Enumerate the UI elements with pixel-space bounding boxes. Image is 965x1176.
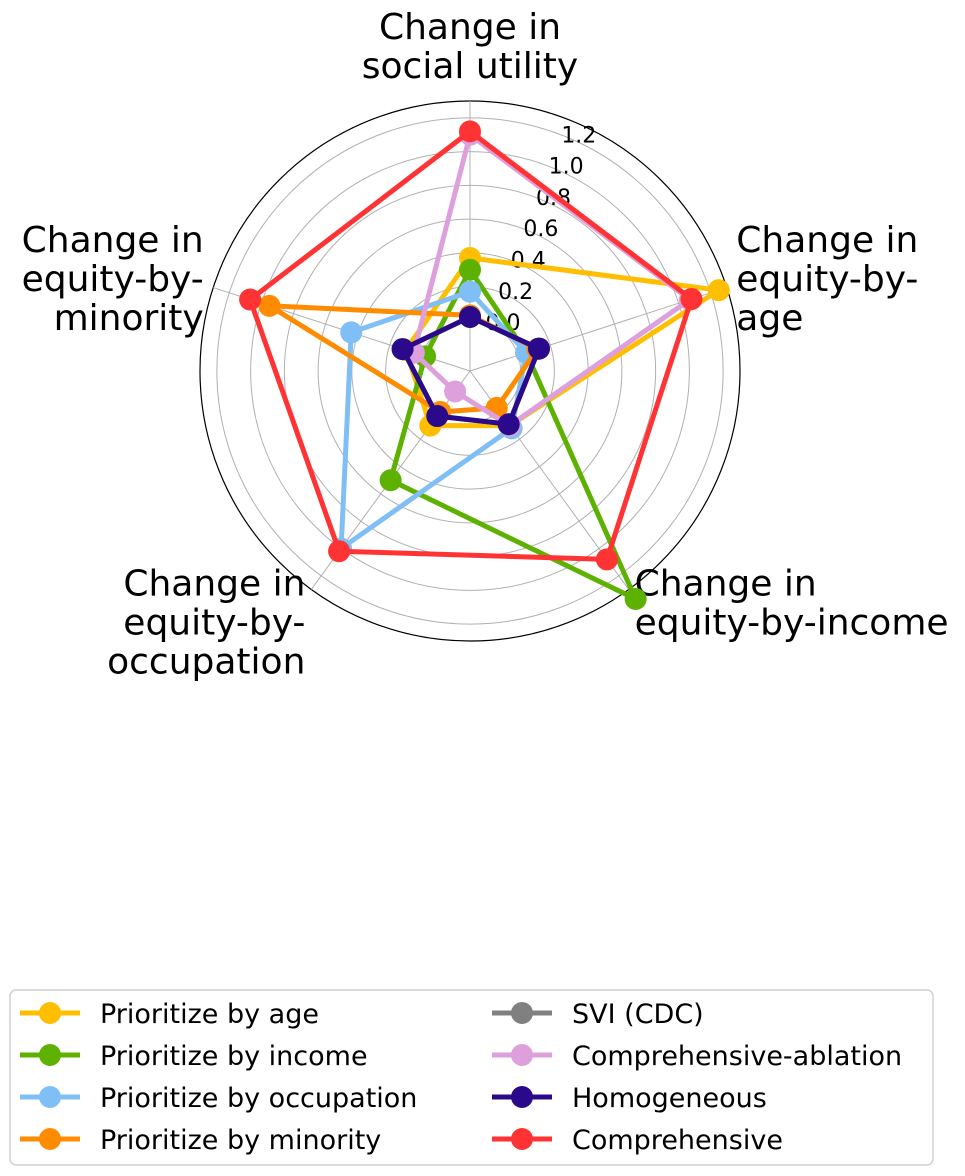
axis-label-line: equity-by- <box>22 259 204 300</box>
axis-label-line: Change in <box>123 564 305 605</box>
legend-entry: Homogeneous <box>492 1083 767 1114</box>
legend-entry: Comprehensive-ablation <box>492 1041 902 1072</box>
legend-entry: SVI (CDC) <box>492 999 704 1030</box>
axis-label-line: age <box>736 298 803 339</box>
series-point <box>680 288 703 311</box>
legend-marker <box>39 1044 61 1066</box>
legend-entry: Prioritize by income <box>20 1041 368 1072</box>
legend-entry: Prioritize by age <box>20 999 319 1030</box>
series-point <box>459 120 481 143</box>
axis-label-line: equity-by-income <box>635 603 949 644</box>
series-point <box>340 321 363 344</box>
legend-entry: Comprehensive <box>492 1125 783 1156</box>
series-point <box>595 548 618 571</box>
legend-label: Prioritize by minority <box>100 1125 381 1156</box>
radial-tick-label: 0.4 <box>511 248 546 273</box>
radial-tick-label: 1.0 <box>549 155 584 180</box>
axis-label-line: Change in <box>635 564 817 605</box>
legend-entry: Prioritize by minority <box>20 1125 381 1156</box>
legend-label: Comprehensive-ablation <box>572 1041 902 1072</box>
series-point <box>379 469 402 492</box>
series-point <box>328 540 351 563</box>
radial-tick-label: 0.6 <box>523 217 558 242</box>
series-point <box>707 279 730 302</box>
legend-label: Homogeneous <box>572 1083 767 1114</box>
series-group <box>239 120 730 610</box>
series-point <box>239 288 262 311</box>
legend-label: Prioritize by income <box>100 1041 368 1072</box>
axis-label-line: Change in <box>379 7 561 48</box>
series-line <box>247 128 694 562</box>
legend-marker <box>511 1002 533 1024</box>
axis-label-line: equity-by- <box>123 603 305 644</box>
legend-marker <box>511 1086 533 1108</box>
axis-label-line: Change in <box>736 220 918 261</box>
legend-label: SVI (CDC) <box>572 999 704 1030</box>
legend-label: Prioritize by age <box>100 999 319 1030</box>
series-7 <box>239 120 703 571</box>
axis-label-line: social utility <box>362 46 578 87</box>
legend-marker <box>39 1128 61 1150</box>
series-point <box>459 306 481 328</box>
legend-marker <box>39 1002 61 1024</box>
legend-label: Comprehensive <box>572 1125 783 1156</box>
legend-marker <box>39 1086 61 1108</box>
series-6 <box>391 306 551 436</box>
series-point <box>426 405 449 428</box>
series-point <box>391 338 414 361</box>
series-line <box>400 314 542 427</box>
series-point <box>444 380 467 403</box>
axis-label-line: Change in <box>22 220 204 261</box>
legend-marker <box>511 1044 533 1066</box>
axis-label-line: occupation <box>107 642 305 683</box>
radial-tick-label: 0.2 <box>498 280 533 305</box>
series-point <box>497 413 520 436</box>
series-point <box>258 294 281 317</box>
radial-tick-label: 1.2 <box>561 123 596 148</box>
legend-label: Prioritize by occupation <box>100 1083 417 1114</box>
series-point <box>624 587 647 610</box>
series-point <box>459 280 481 303</box>
legend-box <box>9 989 934 1166</box>
axis-label-line: equity-by- <box>736 259 918 300</box>
legend-entry: Prioritize by occupation <box>20 1083 417 1114</box>
axis-label-line: minority <box>54 298 204 339</box>
series-point <box>528 337 551 360</box>
series-point <box>459 258 481 281</box>
legend: Prioritize by age Prioritize by income Pri… <box>9 989 934 1166</box>
series-line <box>338 289 529 551</box>
legend-marker <box>511 1128 533 1150</box>
